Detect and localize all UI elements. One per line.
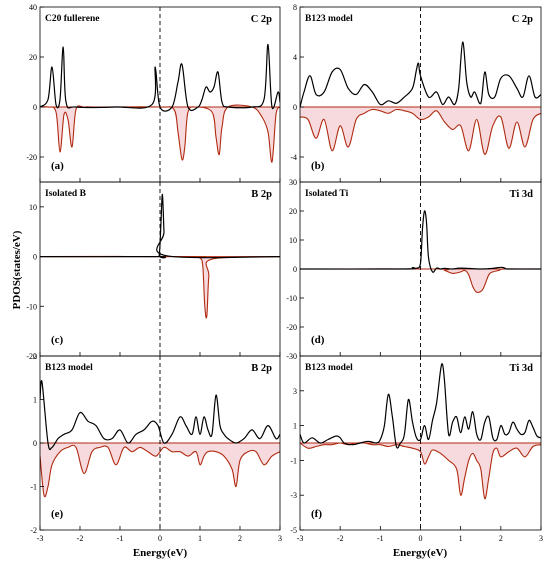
y-tick-label: 1 [293, 422, 297, 431]
spin-up-line [40, 43, 280, 112]
y-tick-label: -20 [26, 153, 37, 162]
spin-down-fill [300, 107, 541, 155]
y-tick-label: 0 [293, 103, 297, 112]
orbital-label: Ti 3d [510, 363, 534, 374]
panel-label: (d) [311, 334, 325, 346]
chart-panel-3: -20 -10 0 10 Isolated B B 2p (c) [26, 181, 281, 361]
x-axis-label-right: Energy(eV) [393, 547, 448, 559]
x-tick-label: -3 [297, 534, 304, 543]
orbital-label: C 2p [512, 14, 533, 25]
y-tick-label: -20 [26, 352, 37, 361]
x-tick-label: 2 [238, 534, 242, 543]
orbital-label: B 2p [251, 189, 272, 200]
x-tick-label: 0 [158, 534, 162, 543]
y-tick-label: -4 [290, 153, 297, 162]
y-tick-label: -20 [286, 323, 297, 332]
spin-up-line [40, 380, 280, 451]
orbital-label: B 2p [251, 363, 272, 374]
y-tick-label: 0 [33, 439, 37, 448]
spin-up-line [40, 193, 280, 259]
y-tick-label: 40 [29, 3, 37, 12]
y-tick-label: 10 [29, 203, 37, 212]
y-tick-label: 20 [29, 53, 37, 62]
y-tick-label: -10 [286, 294, 297, 303]
x-axis-label-left: Energy(eV) [133, 547, 188, 559]
panel-label: (a) [51, 160, 64, 172]
y-tick-label: -2 [30, 526, 37, 535]
y-tick-label: 4 [293, 53, 297, 62]
y-tick-label: 30 [289, 178, 297, 187]
plot-area [40, 193, 280, 319]
spin-down-line [40, 444, 280, 498]
panel-title: B123 model [305, 14, 353, 24]
chart-panel-4: -30 -20 -10 0 10 20 30 Isolated Ti Ti 3d (d) [286, 178, 542, 361]
orbital-label: Ti 3d [510, 189, 534, 200]
panel-label: (f) [311, 508, 322, 520]
orbital-label: C 2p [251, 14, 272, 25]
x-tick-label: 3 [539, 534, 543, 543]
y-tick-label: 10 [289, 236, 297, 245]
panel-label: (e) [51, 508, 64, 520]
spin-up-line [300, 363, 541, 449]
x-tick-label: -2 [337, 534, 344, 543]
x-tick-label: -2 [77, 534, 84, 543]
x-tick-label: 0 [419, 534, 423, 543]
x-tick-label: 1 [459, 534, 463, 543]
y-tick-label: -10 [26, 302, 37, 311]
y-tick-label: 3 [293, 387, 297, 396]
plot-area [40, 43, 280, 163]
chart-panel-2: -4 0 4 8 B123 model C 2p (b) [290, 3, 542, 183]
panel-title: B123 model [305, 363, 353, 373]
spin-up-line [300, 41, 541, 108]
panel-title: B123 model [45, 363, 93, 373]
y-tick-label: 0 [33, 253, 37, 262]
panel-title: C20 fullerene [45, 14, 99, 24]
y-tick-label: -1 [30, 483, 37, 492]
x-tick-label: -1 [377, 534, 384, 543]
x-tick-label: -3 [37, 534, 44, 543]
spin-down-line [40, 104, 280, 163]
x-tick-label: 3 [278, 534, 282, 543]
y-axis-label: PDOS(states/eV) [11, 230, 23, 309]
chart-panel-1: -20 0 20 40 C20 fullerene C 2p (a) [26, 3, 281, 183]
y-tick-label: 20 [289, 207, 297, 216]
x-tick-label: 1 [198, 534, 202, 543]
x-tick-label: -1 [117, 534, 124, 543]
spin-down-line [300, 268, 541, 293]
x-tick-label: 2 [499, 534, 503, 543]
y-tick-label: -1 [290, 456, 297, 465]
panel-label: (b) [311, 160, 325, 172]
spin-up-line [300, 210, 541, 273]
y-tick-label: 8 [293, 3, 297, 12]
panel-label: (c) [51, 334, 64, 346]
y-tick-label: -30 [286, 352, 297, 361]
spin-down-fill [300, 268, 541, 293]
y-tick-label: 1 [33, 396, 37, 405]
panel-title: Isolated Ti [305, 189, 349, 199]
spin-down-fill [300, 442, 541, 499]
y-tick-label: -3 [290, 491, 297, 500]
panel-title: Isolated B [45, 189, 87, 199]
y-tick-label: 2 [33, 352, 37, 361]
y-tick-label: 0 [293, 265, 297, 274]
y-tick-label: -5 [290, 526, 297, 535]
y-tick-label: 0 [33, 103, 37, 112]
